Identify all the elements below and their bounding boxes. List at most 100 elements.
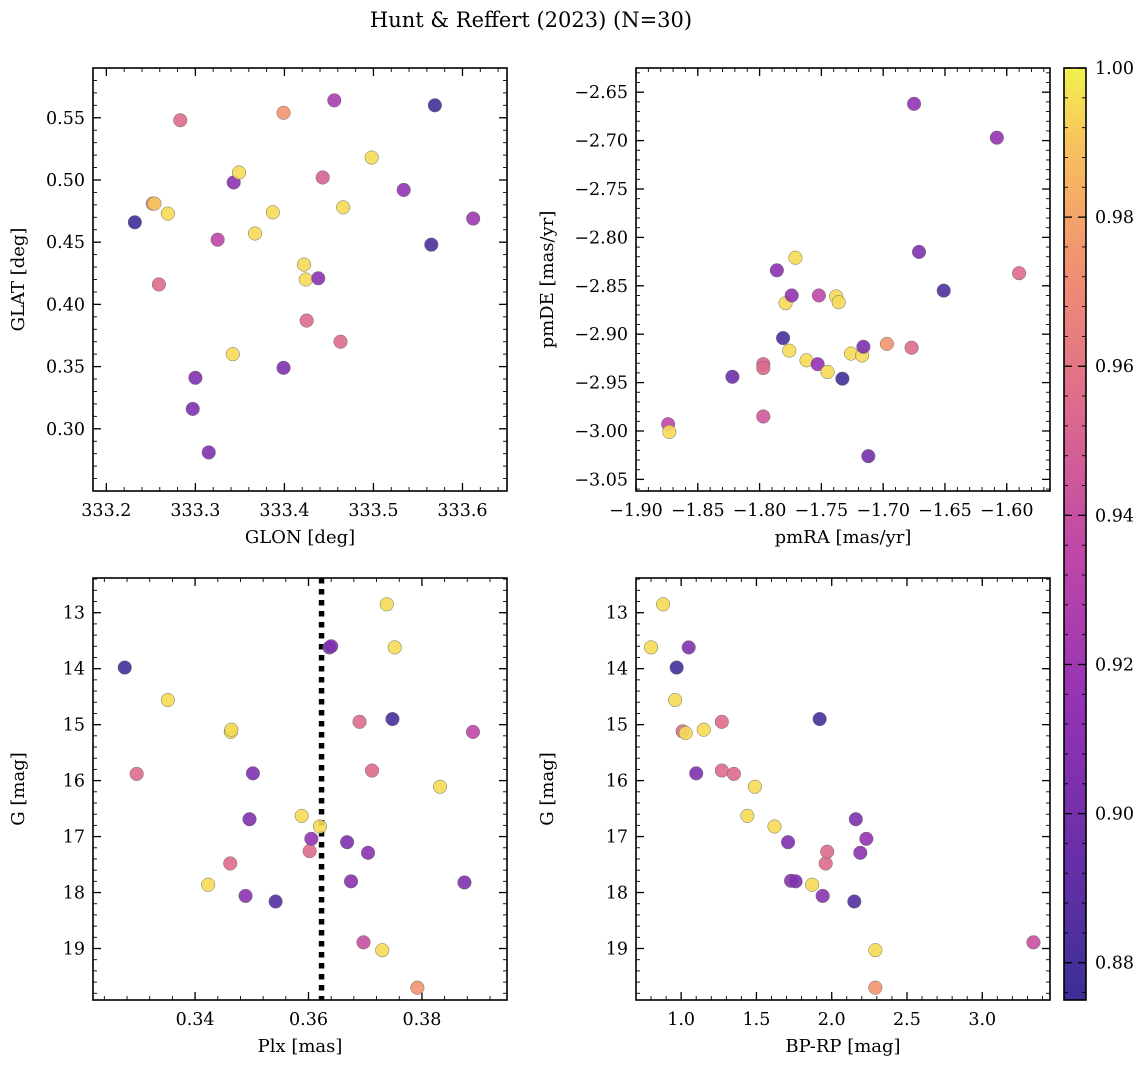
data-point xyxy=(1012,266,1027,281)
data-point xyxy=(788,874,803,889)
data-point xyxy=(805,877,820,892)
x-tick-label: 2.0 xyxy=(818,1010,846,1030)
data-point xyxy=(465,724,481,739)
y-tick-label: 0.45 xyxy=(46,233,85,253)
x-tick-label: −1.85 xyxy=(671,501,725,521)
y-tick-label: 18 xyxy=(63,884,85,904)
axes-frame xyxy=(92,67,508,492)
y-tick-label: −2.75 xyxy=(574,180,628,200)
y-tick-label: 16 xyxy=(63,772,85,792)
panel-plx-g: 0.34 0.36 0.38 13 14 15 16 17 18 19 Plx [mas] G [ma… xyxy=(8,577,508,1057)
data-point xyxy=(433,779,448,794)
data-point xyxy=(343,874,359,889)
x-tick-label: 0.38 xyxy=(402,1010,441,1030)
y-tick-label: −2.85 xyxy=(574,277,628,297)
x-tick-label: −1.80 xyxy=(733,501,787,521)
y-tick-label: 15 xyxy=(63,716,85,736)
data-point xyxy=(989,130,1004,145)
x-tick-label: −1.70 xyxy=(856,501,910,521)
data-point xyxy=(911,244,927,259)
colorbar-gradient xyxy=(1064,68,1086,1000)
data-point xyxy=(188,370,203,385)
data-point xyxy=(848,812,863,827)
data-point xyxy=(296,257,312,272)
x-tick-label: 333.3 xyxy=(170,501,220,521)
data-point xyxy=(379,597,394,612)
colorbar-tick-label: 1.00 xyxy=(1095,59,1134,79)
data-point xyxy=(656,597,671,612)
data-point xyxy=(457,875,472,890)
data-point xyxy=(160,692,175,708)
colorbar: 0.88 0.90 0.92 0.94 0.96 0.98 1.00 xyxy=(1063,59,1134,1001)
data-point xyxy=(385,711,400,727)
y-tick-label: 18 xyxy=(606,884,628,904)
data-point xyxy=(276,360,291,375)
data-point xyxy=(815,888,830,903)
x-tick-label: 333.2 xyxy=(81,501,131,521)
data-point xyxy=(644,640,659,655)
data-point xyxy=(853,845,868,860)
x-axis-label: Plx [mas] xyxy=(258,1036,343,1057)
data-point xyxy=(375,943,390,958)
x-tick-label: −1.65 xyxy=(918,501,972,521)
data-point xyxy=(223,856,238,871)
data-point xyxy=(847,894,862,909)
data-point xyxy=(756,409,771,424)
y-tick-label: −3.05 xyxy=(574,470,628,490)
y-tick-label: 0.50 xyxy=(46,171,85,191)
data-point xyxy=(127,215,142,230)
data-point xyxy=(696,722,711,737)
data-point xyxy=(861,449,876,464)
y-axis-label: GLAT [deg] xyxy=(8,228,29,332)
y-tick-label: −2.90 xyxy=(574,325,628,345)
data-point xyxy=(936,283,951,298)
data-point xyxy=(265,205,280,220)
data-point xyxy=(224,722,239,737)
x-axis-label: BP-RP [mag] xyxy=(785,1036,900,1057)
y-tick-label: −2.65 xyxy=(574,83,628,103)
data-point xyxy=(185,401,200,416)
y-tick-label: 0.30 xyxy=(46,420,85,440)
colorbar-tick-label: 0.90 xyxy=(1095,805,1134,825)
data-point xyxy=(352,714,367,729)
data-point xyxy=(669,660,684,675)
panel-bprp-g: 1.0 1.5 2.0 2.5 3.0 13 14 15 16 17 18 19 BP-RP [mag]… xyxy=(537,577,1051,1057)
data-point xyxy=(868,943,883,958)
data-point xyxy=(238,888,253,903)
colorbar-frame xyxy=(1063,67,1087,1001)
data-point xyxy=(689,766,704,781)
x-tick-label: −1.75 xyxy=(795,501,849,521)
data-point xyxy=(173,113,188,128)
x-tick-label: 3.0 xyxy=(968,1010,996,1030)
y-tick-label: 0.35 xyxy=(46,358,85,378)
panel-pmra-pmde: −1.90 −1.85 −1.80 −1.75 −1.70 −1.65 −1.60 −3.05… xyxy=(537,67,1051,548)
colorbar-tick-label: 0.98 xyxy=(1095,208,1134,228)
x-tick-label: −1.90 xyxy=(609,501,663,521)
y-tick-label: 16 xyxy=(606,772,628,792)
y-tick-label: 17 xyxy=(606,828,628,848)
data-point xyxy=(868,980,883,995)
axes-frame xyxy=(635,577,1051,1001)
y-tick-label: −2.70 xyxy=(574,132,628,152)
data-point xyxy=(820,844,835,859)
data-point xyxy=(299,313,314,328)
axes-frame xyxy=(635,67,1051,492)
data-point xyxy=(361,845,376,860)
data-point xyxy=(781,835,796,850)
data-point xyxy=(276,105,291,120)
data-point xyxy=(147,196,162,211)
data-point xyxy=(856,339,871,354)
data-point xyxy=(302,844,317,859)
y-axis-label: G [mag] xyxy=(537,752,558,825)
data-point xyxy=(231,165,247,180)
data-point xyxy=(298,272,313,287)
data-point xyxy=(756,361,771,376)
x-tick-label: 0.36 xyxy=(289,1010,328,1030)
y-tick-label: 13 xyxy=(606,604,628,624)
y-tick-label: −2.95 xyxy=(574,374,628,394)
x-tick-label: 1.5 xyxy=(743,1010,771,1030)
data-point xyxy=(904,340,919,355)
panel-glon-glat: 333.2 333.3 333.4 333.5 333.6 0.30 0.35 0.40 0.4… xyxy=(8,67,508,548)
x-tick-label: 2.5 xyxy=(893,1010,921,1030)
